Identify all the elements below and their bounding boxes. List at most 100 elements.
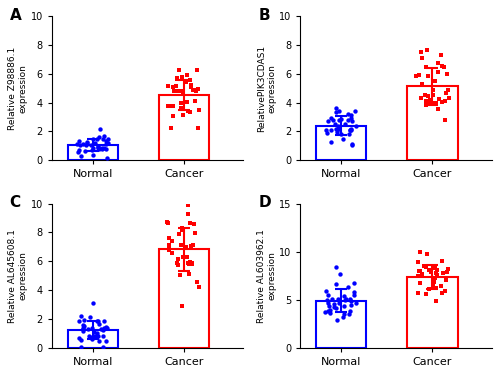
Text: D: D [258, 195, 271, 210]
Point [178, 303, 186, 309]
Y-axis label: Relative Z98886.1
expression: Relative Z98886.1 expression [8, 46, 28, 130]
Point [94, 333, 102, 339]
Point [93, 136, 101, 142]
Point [88, 336, 96, 342]
Bar [408, 277, 458, 348]
Point [333, 316, 341, 322]
Point [76, 142, 84, 148]
Point [434, 69, 442, 75]
Point [74, 147, 82, 153]
Point [164, 220, 172, 226]
Point [332, 305, 340, 311]
Point [100, 318, 108, 324]
Point [324, 308, 332, 314]
Point [84, 326, 92, 332]
Point [344, 111, 352, 117]
Point [442, 90, 450, 96]
Point [422, 102, 430, 108]
Point [428, 100, 436, 106]
Point [188, 261, 196, 267]
Point [77, 153, 85, 159]
Point [423, 251, 431, 257]
Point [424, 93, 432, 99]
Point [90, 329, 98, 335]
Point [100, 136, 108, 142]
Point [347, 298, 355, 304]
Point [168, 103, 176, 109]
Point [103, 325, 111, 331]
Point [80, 328, 88, 334]
Point [332, 126, 340, 132]
Point [93, 330, 101, 336]
Point [437, 52, 445, 58]
Point [176, 272, 184, 278]
Point [443, 70, 451, 76]
Point [331, 122, 339, 128]
Point [323, 297, 331, 303]
Point [346, 127, 354, 133]
Point [94, 143, 102, 149]
Point [77, 313, 85, 319]
Point [338, 132, 345, 138]
Point [186, 109, 194, 115]
Point [340, 303, 347, 309]
Point [344, 284, 351, 290]
Point [98, 146, 106, 152]
Point [82, 142, 90, 148]
Point [334, 296, 342, 302]
Point [88, 325, 96, 331]
Point [169, 84, 177, 90]
Point [430, 279, 438, 285]
Point [175, 231, 183, 237]
Point [102, 138, 110, 144]
Point [186, 220, 194, 226]
Point [80, 322, 88, 328]
Point [348, 142, 356, 148]
Point [330, 117, 338, 123]
Point [79, 322, 87, 328]
Point [79, 141, 87, 147]
Point [88, 334, 96, 340]
Point [184, 72, 192, 78]
Point [195, 284, 203, 290]
Point [82, 140, 90, 146]
Point [166, 247, 173, 253]
Point [432, 272, 440, 278]
Point [432, 270, 440, 276]
Point [90, 145, 98, 151]
Point [177, 105, 185, 111]
Point [96, 126, 104, 132]
Point [186, 243, 194, 249]
Text: C: C [10, 195, 21, 210]
Text: A: A [10, 8, 22, 22]
Bar [408, 86, 458, 160]
Point [85, 333, 93, 339]
Point [428, 101, 436, 107]
Point [444, 87, 452, 93]
Point [184, 202, 192, 208]
Point [164, 235, 172, 241]
Y-axis label: Relative AL603962.1
expression: Relative AL603962.1 expression [257, 229, 276, 322]
Point [90, 300, 98, 306]
Point [188, 82, 196, 88]
Point [80, 148, 88, 154]
Point [177, 88, 185, 94]
Point [334, 300, 342, 306]
Point [88, 147, 96, 153]
Point [192, 88, 200, 94]
Point [440, 64, 448, 70]
Point [164, 104, 172, 110]
Point [438, 63, 446, 69]
Point [178, 74, 186, 80]
Point [178, 227, 186, 233]
Point [418, 55, 426, 61]
Point [426, 285, 434, 291]
Point [192, 87, 200, 93]
Point [348, 112, 356, 118]
Point [321, 309, 329, 315]
Point [102, 154, 110, 160]
Point [340, 293, 348, 299]
Point [350, 280, 358, 286]
Point [184, 108, 192, 114]
Point [80, 318, 88, 324]
